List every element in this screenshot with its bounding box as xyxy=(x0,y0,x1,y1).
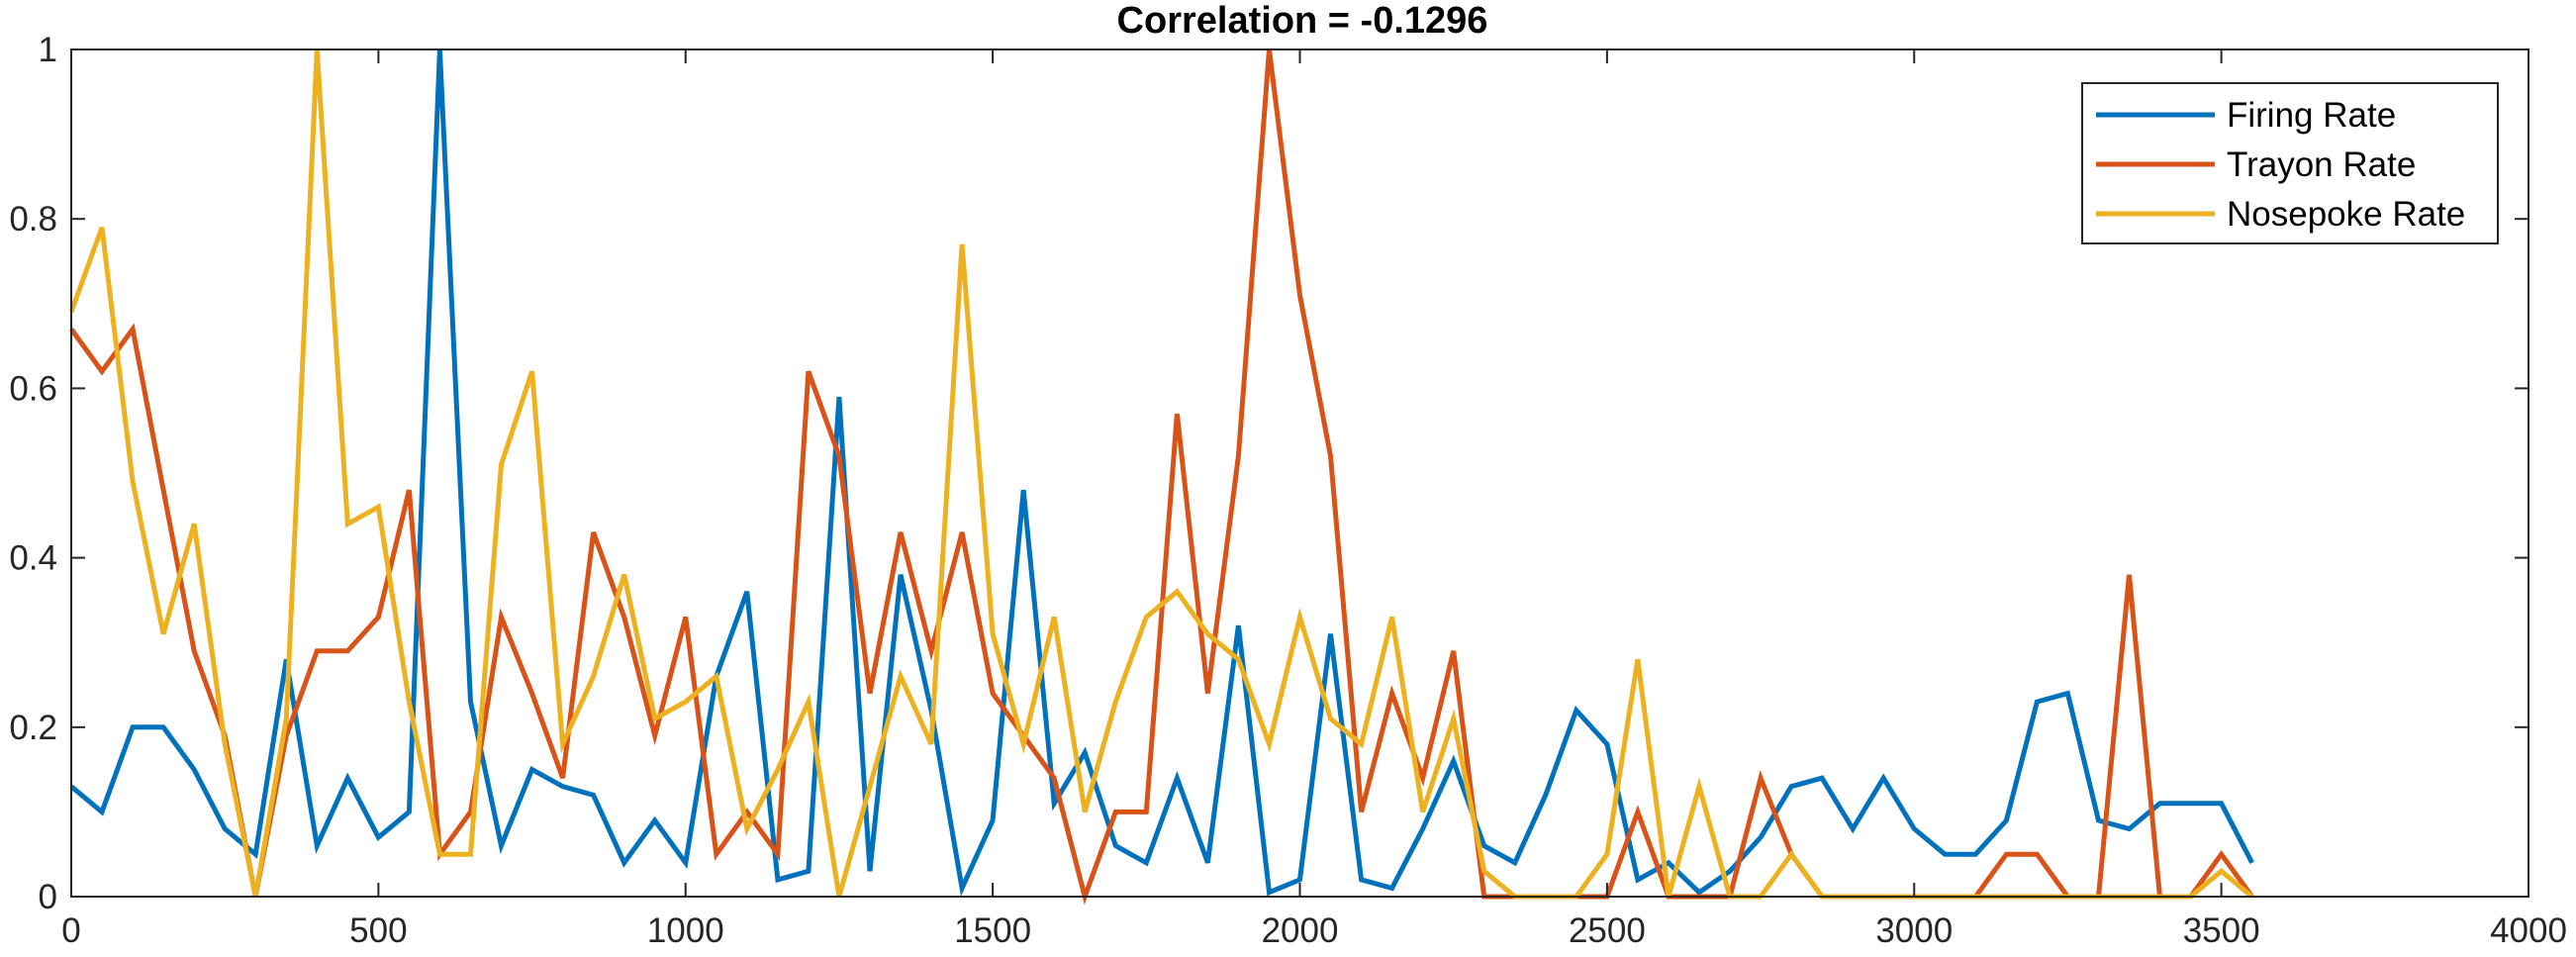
x-tick-label: 0 xyxy=(61,911,80,950)
x-tick-label: 1000 xyxy=(647,911,724,950)
x-tick-label: 3000 xyxy=(1875,911,1953,950)
y-tick-label: 0.2 xyxy=(9,709,57,747)
trayon-rate-line xyxy=(68,48,2254,906)
legend-label-nosepoke-rate: Nosepoke Rate xyxy=(2227,195,2465,234)
x-tick-label: 4000 xyxy=(2490,911,2567,950)
chart-title: Correlation = -0.1296 xyxy=(1117,0,1488,42)
y-tick-label: 0.8 xyxy=(9,200,57,239)
legend: Firing Rate Trayon Rate Nosepoke Rate xyxy=(2081,82,2499,244)
legend-label-firing-rate: Firing Rate xyxy=(2227,96,2396,135)
series-layer xyxy=(68,48,2254,906)
x-tick-label: 2000 xyxy=(1262,911,1339,950)
nosepoke-rate-line xyxy=(68,48,2254,900)
firing-rate-line xyxy=(69,48,2254,897)
axes-layer: 0 500 1000 1500 2000 2500 3000 3500 4000 0 0.2 0.4 0… xyxy=(9,31,2567,950)
y-tick-label: 0 xyxy=(39,878,57,916)
legend-label-trayon-rate: Trayon Rate xyxy=(2227,145,2416,184)
y-tick-label: 1 xyxy=(39,31,57,69)
x-tick-label: 500 xyxy=(349,911,407,950)
y-tick-label: 0.4 xyxy=(9,539,57,578)
x-tick-label: 3500 xyxy=(2183,911,2260,950)
x-tick-label: 2500 xyxy=(1569,911,1646,950)
x-tick-label: 1500 xyxy=(954,911,1031,950)
y-tick-label: 0.6 xyxy=(9,369,57,408)
